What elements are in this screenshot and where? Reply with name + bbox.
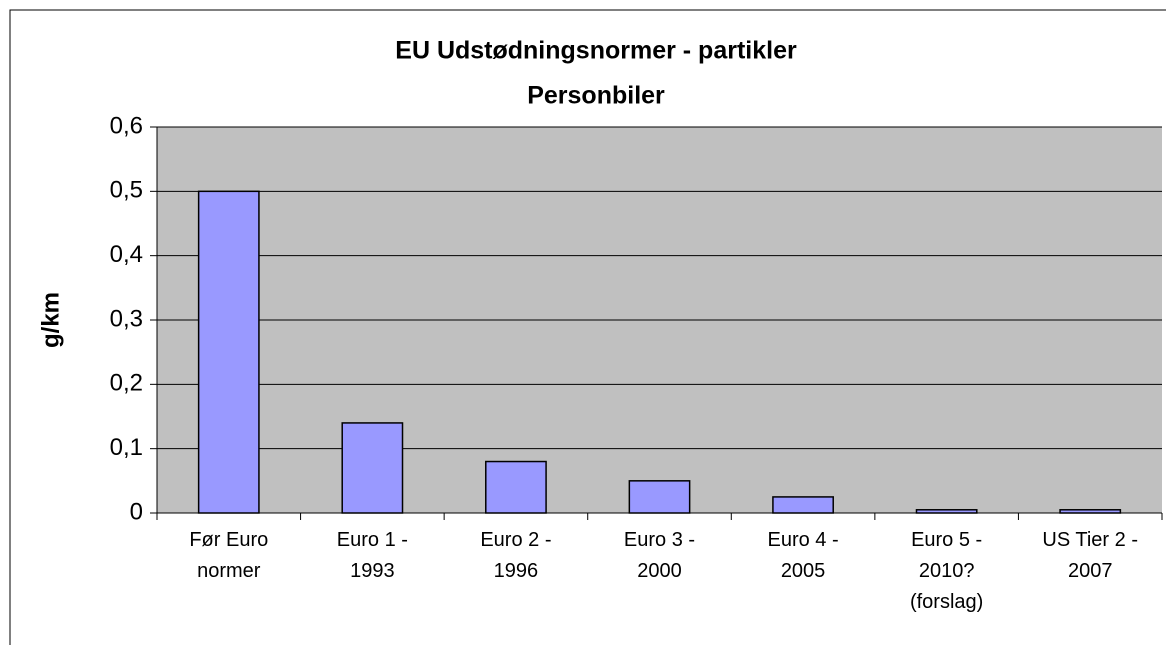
bar xyxy=(341,422,404,514)
bar xyxy=(197,190,260,514)
bar xyxy=(1059,509,1122,514)
x-tick-label: US Tier 2 - 2007 xyxy=(1042,529,1138,582)
y-tick-label: 0,5 xyxy=(110,177,143,204)
y-axis-label: g/km xyxy=(37,292,64,348)
y-tick-label: 0,1 xyxy=(110,434,143,461)
y-tick-label: 0,3 xyxy=(110,305,143,332)
x-tick-label: Euro 3 - 2000 xyxy=(623,529,696,582)
y-tick-label: 0,2 xyxy=(110,370,143,397)
bar xyxy=(628,480,691,514)
y-tick-label: 0,4 xyxy=(110,241,143,268)
bar xyxy=(485,460,547,514)
chart-subtitle: Personbiler xyxy=(527,82,665,110)
chart-title: EU Udstødningsnormer - partikler xyxy=(395,37,797,65)
x-tick-label: Euro 4 - 2005 xyxy=(767,529,839,582)
y-tick-label: 0 xyxy=(130,498,143,525)
bar xyxy=(772,496,834,514)
y-tick-label: 0,6 xyxy=(110,112,143,139)
bar xyxy=(915,509,978,514)
x-tick-label: Euro 2 - 1996 xyxy=(480,529,552,582)
x-tick-label: Euro 1 - 1993 xyxy=(336,529,408,582)
x-tick-label: Før Euro normer xyxy=(189,529,269,582)
x-tick-label: Euro 5 - 2010? (forslag) xyxy=(909,529,984,613)
